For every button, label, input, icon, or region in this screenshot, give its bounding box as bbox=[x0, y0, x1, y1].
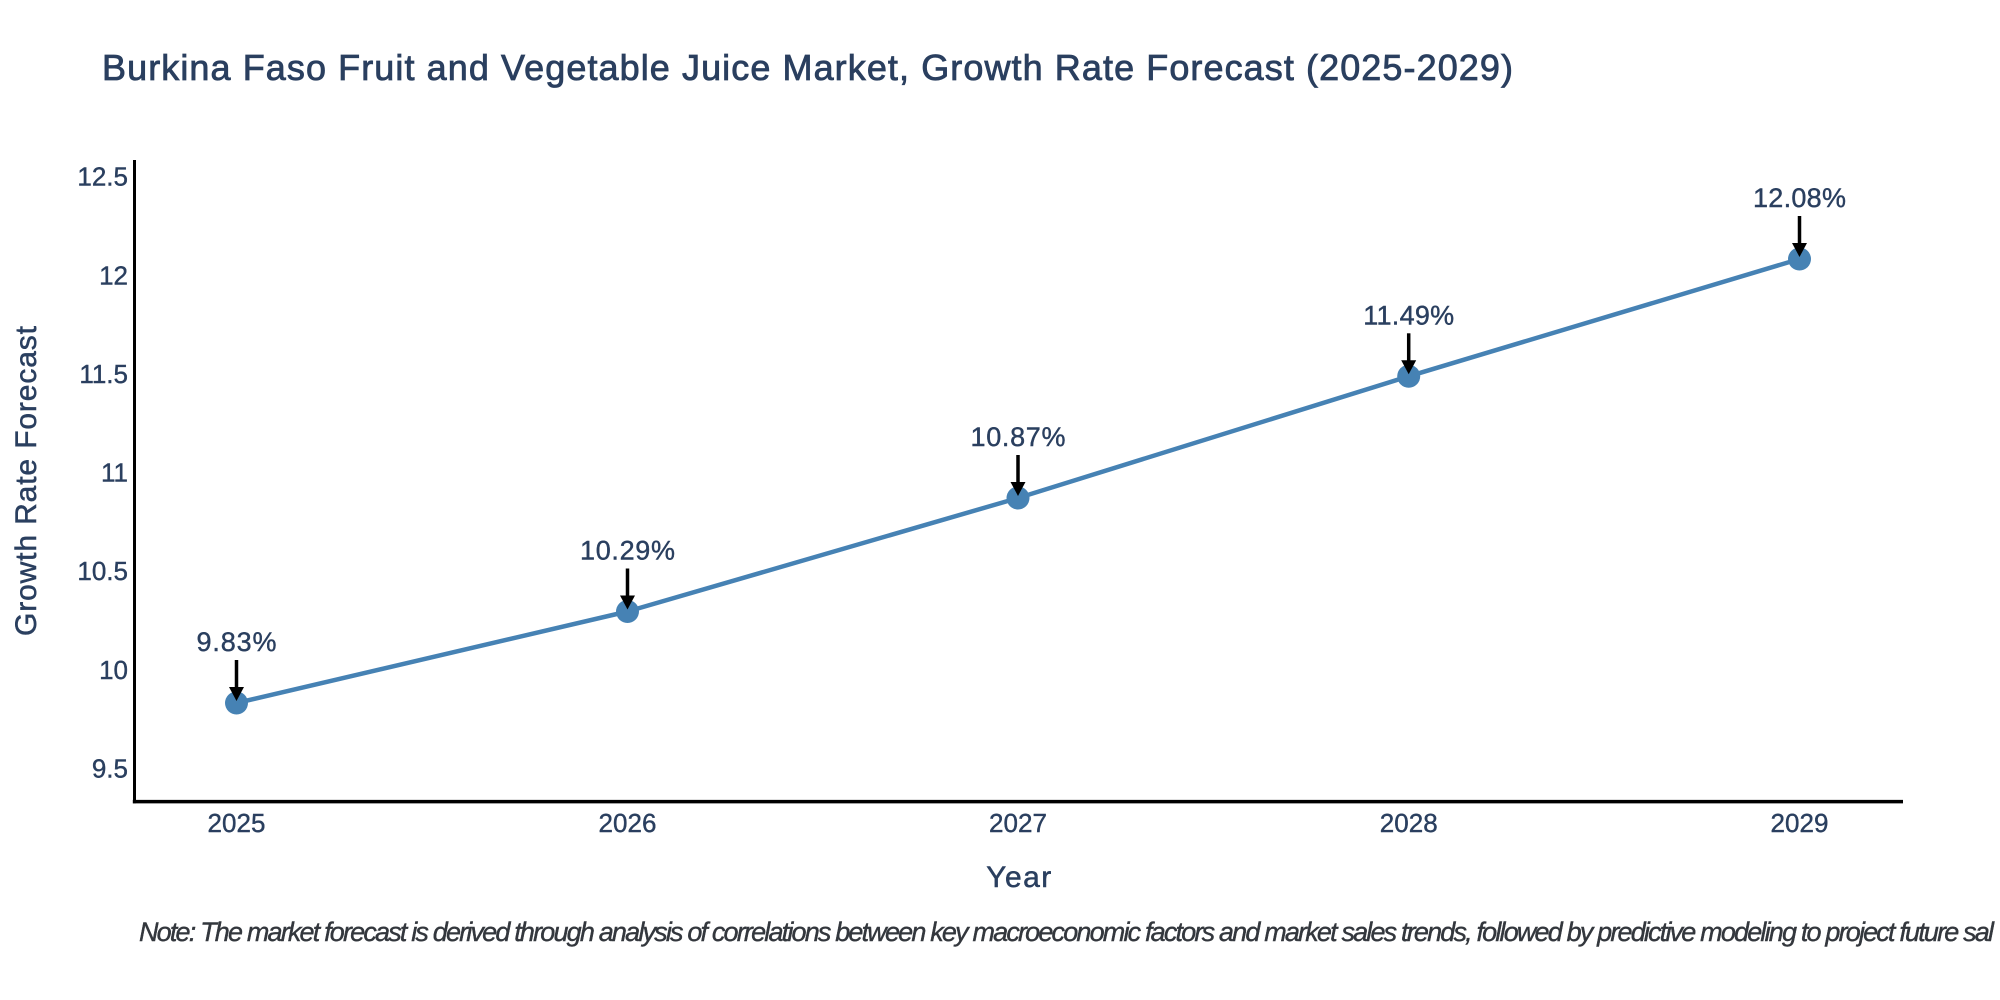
svg-text:11.5: 11.5 bbox=[79, 359, 128, 389]
svg-text:2029: 2029 bbox=[1771, 808, 1829, 838]
svg-text:2026: 2026 bbox=[599, 808, 657, 838]
svg-text:10: 10 bbox=[99, 655, 128, 685]
svg-text:11.49%: 11.49% bbox=[1363, 300, 1454, 330]
svg-text:Note: The market forecast is d: Note: The market forecast is derived thr… bbox=[139, 917, 1995, 947]
svg-text:2027: 2027 bbox=[989, 808, 1047, 838]
svg-text:2028: 2028 bbox=[1380, 808, 1438, 838]
svg-text:11: 11 bbox=[101, 458, 128, 488]
svg-text:Burkina Faso Fruit and Vegetab: Burkina Faso Fruit and Vegetable Juice M… bbox=[102, 47, 1513, 88]
svg-text:9.5: 9.5 bbox=[92, 754, 128, 784]
svg-text:12.5: 12.5 bbox=[77, 162, 128, 192]
svg-text:12: 12 bbox=[99, 260, 128, 290]
svg-text:10.5: 10.5 bbox=[77, 556, 128, 586]
svg-text:10.29%: 10.29% bbox=[580, 536, 675, 566]
svg-text:12.08%: 12.08% bbox=[1753, 183, 1846, 213]
svg-text:10.87%: 10.87% bbox=[971, 422, 1066, 452]
svg-text:Year: Year bbox=[986, 861, 1051, 894]
svg-text:2025: 2025 bbox=[208, 808, 266, 838]
svg-text:Growth Rate Forecast: Growth Rate Forecast bbox=[10, 325, 43, 636]
svg-text:9.83%: 9.83% bbox=[197, 627, 277, 657]
